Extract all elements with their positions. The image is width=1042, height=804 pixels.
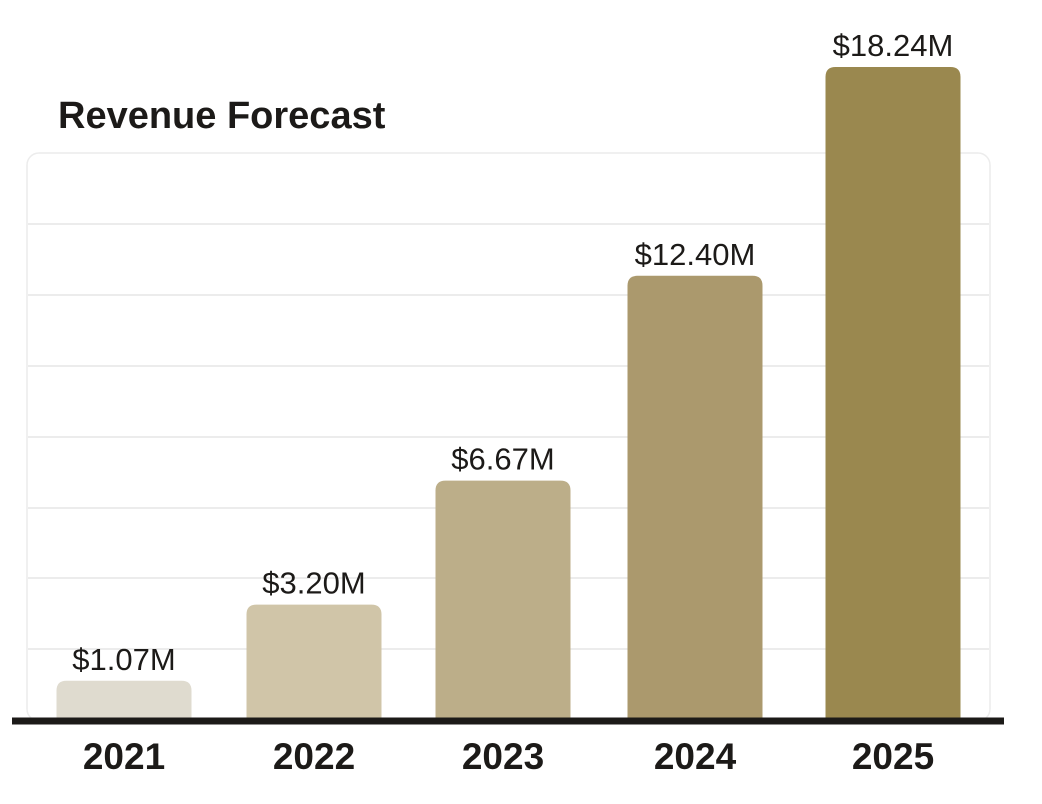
value-label-2025: $18.24M [833,28,954,63]
value-labels: $1.07M $3.20M $6.67M $12.40M $18.24M [72,28,953,677]
x-tick-label-2022: 2022 [273,736,355,777]
x-tick-label-2023: 2023 [462,736,544,777]
x-tick-label-2025: 2025 [852,736,934,777]
bar-2024 [627,275,763,719]
x-tick-label-2024: 2024 [654,736,737,777]
bar-2023 [435,480,571,719]
bar-2025 [825,67,961,719]
value-label-2021: $1.07M [72,642,175,677]
bar-2021 [56,680,192,719]
value-label-2023: $6.67M [451,442,554,477]
x-tick-label-2021: 2021 [83,736,165,777]
x-tick-labels: 2021 2022 2023 2024 2025 [83,736,934,777]
bars [56,67,961,719]
value-label-2024: $12.40M [635,237,756,272]
value-label-2022: $3.20M [262,566,365,601]
bar-2022 [246,604,382,719]
chart-title: Revenue Forecast [58,95,386,137]
